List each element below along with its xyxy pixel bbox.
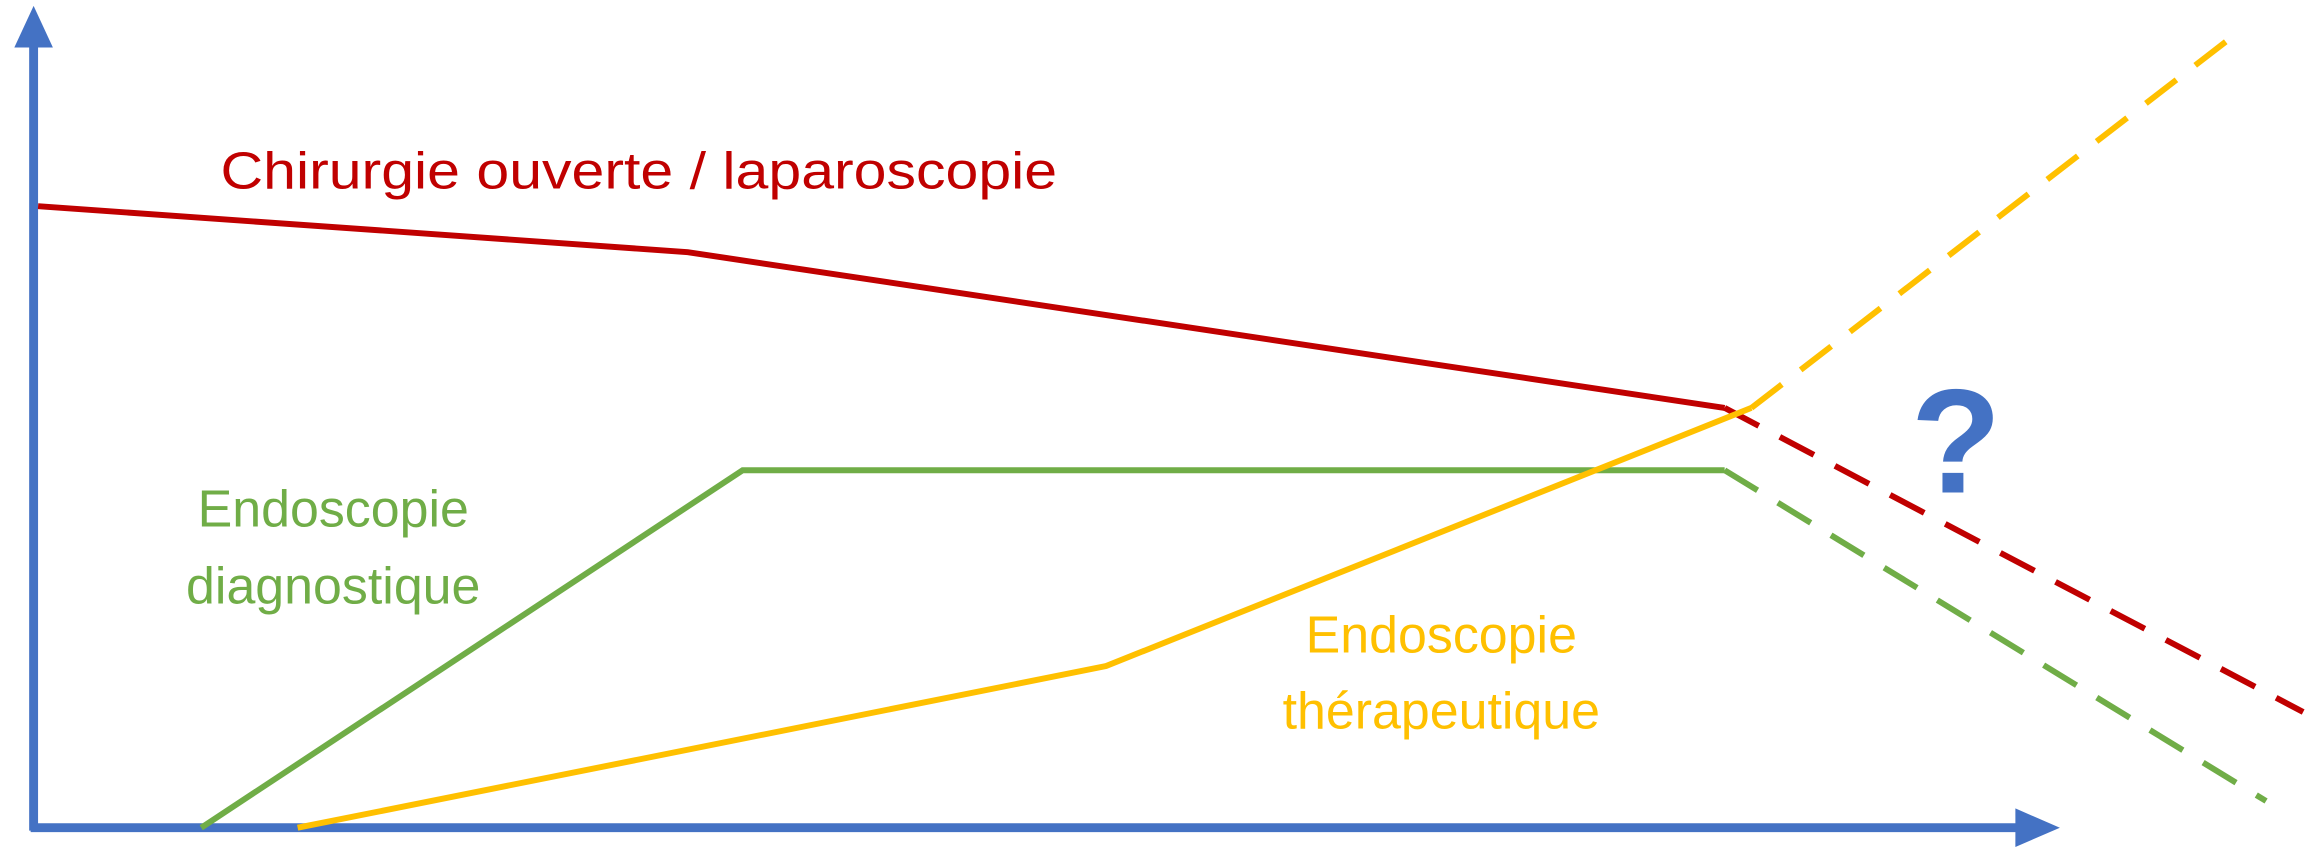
surgery-label: Chirurgie ouverte / laparoscopie xyxy=(221,142,1058,200)
diagnostic-label: Endoscopie xyxy=(198,481,469,539)
diagnostic-dashed xyxy=(1723,467,2268,804)
therapeutic-dashed xyxy=(1749,39,2228,411)
x-axis-arrow xyxy=(2015,808,2060,847)
surgery-line xyxy=(37,203,1726,411)
therapeutic-line xyxy=(297,405,1753,831)
surgery-dashed xyxy=(1723,405,2305,715)
y-axis-arrow xyxy=(14,5,53,48)
diagnostic-line xyxy=(199,467,1725,831)
therapeutic-label: thérapeutique xyxy=(1283,682,1600,740)
axes xyxy=(14,5,2060,847)
question-mark: ? xyxy=(1911,359,2002,524)
therapeutic-label: Endoscopie xyxy=(1306,607,1577,665)
diagnostic-label: diagnostique xyxy=(186,558,480,616)
